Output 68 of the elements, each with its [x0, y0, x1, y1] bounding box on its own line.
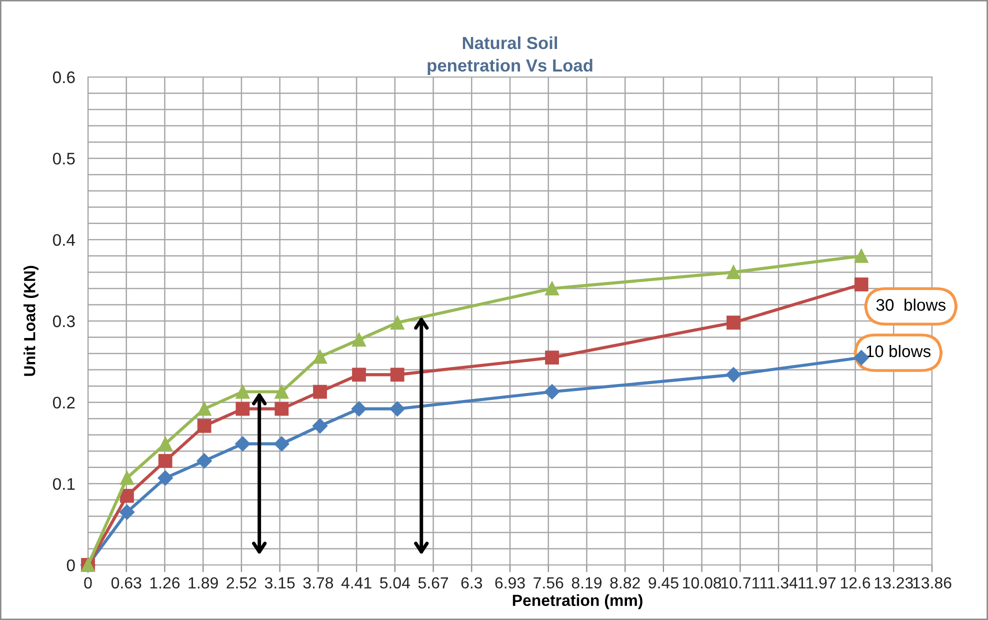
x-tick-label: 13.86	[913, 577, 952, 589]
x-tick-label: 3.15	[264, 577, 295, 589]
point	[197, 402, 212, 416]
y-axis-title: Unit Load (KN)	[24, 266, 38, 376]
point	[854, 248, 868, 263]
x-tick-label: 12.6	[840, 577, 870, 589]
y-tick-label: 0.5	[52, 152, 75, 165]
x-tick-label: 6.93	[495, 577, 525, 589]
y-tick-label: 0	[66, 559, 75, 572]
x-tick-label: 5.04	[380, 577, 410, 589]
point	[158, 470, 173, 486]
point	[351, 401, 367, 416]
point	[545, 350, 559, 365]
point	[197, 418, 212, 433]
y-tick-label: 0.3	[52, 315, 75, 328]
point	[120, 488, 134, 503]
annotation: 30 blows	[876, 298, 946, 311]
x-tick-label: 2.52	[226, 577, 256, 589]
x-tick-label: 9.45	[648, 577, 678, 589]
point	[274, 384, 289, 399]
point	[312, 418, 328, 434]
annotation: 10 blows	[866, 344, 931, 358]
x-tick-label: 1.89	[188, 577, 218, 589]
point	[352, 332, 366, 347]
y-tick-label: 0.2	[52, 396, 75, 409]
x-tick-label: 0.63	[111, 577, 142, 589]
point	[726, 316, 740, 330]
x-tick-label: 3.78	[303, 577, 334, 589]
point	[854, 277, 868, 292]
point	[196, 453, 212, 468]
point	[313, 384, 327, 399]
x-axis-title: Penetration (mm)	[512, 594, 642, 610]
x-tick-label: 11.34	[760, 577, 798, 589]
x-tick-label: 13.23	[874, 577, 913, 589]
point	[236, 402, 250, 416]
y-tick-label: 0.6	[52, 71, 75, 84]
x-tick-label: 8.19	[572, 577, 602, 589]
chart-title: Natural Soil penetration Vs Load	[428, 36, 592, 76]
point	[854, 350, 869, 366]
point	[274, 402, 289, 416]
point	[120, 471, 134, 485]
point	[390, 316, 404, 330]
point	[119, 504, 135, 520]
point	[545, 282, 559, 296]
x-tick-label: 10.08	[683, 577, 722, 589]
x-tick-label: 8.82	[610, 577, 640, 589]
x-tick-label: 4.41	[341, 577, 372, 588]
point	[544, 384, 560, 400]
point	[352, 368, 366, 382]
x-tick-label: 5.67	[418, 577, 448, 589]
x-tick-label: 11.97	[798, 577, 836, 589]
x-tick-label: 6.3	[461, 577, 482, 589]
point	[236, 384, 250, 399]
x-tick-label: 0	[84, 577, 92, 589]
x-tick-label: 7.56	[534, 577, 564, 589]
point	[158, 436, 172, 451]
point	[726, 367, 742, 382]
point	[235, 436, 250, 452]
point	[726, 265, 740, 280]
point	[158, 454, 172, 468]
y-tick-label: 0.1	[52, 478, 75, 490]
x-tick-label: 1.26	[150, 577, 180, 589]
point	[274, 436, 290, 452]
point	[390, 401, 405, 416]
y-tick-label: 0.4	[52, 234, 76, 246]
x-tick-label: 10.71	[721, 577, 760, 589]
point	[390, 368, 404, 382]
point	[313, 350, 327, 364]
